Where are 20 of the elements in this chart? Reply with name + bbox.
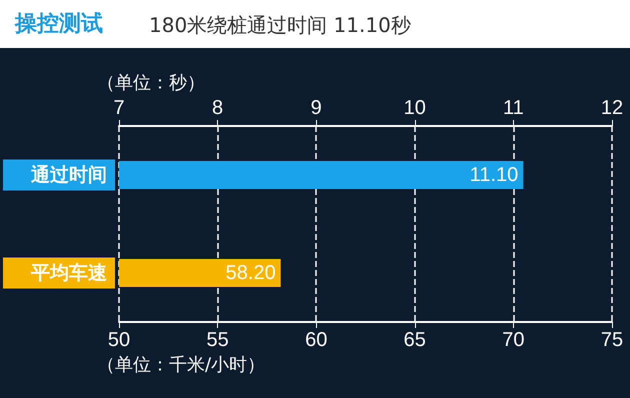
y-tick-label: 平均车速 [30, 262, 107, 284]
x2-tick-label: 7 [113, 97, 125, 119]
x-tick-label: 75 [600, 329, 624, 351]
data-label: 11.10 [470, 164, 518, 186]
x-tick-label: 55 [206, 329, 229, 351]
chart-subtitle: 180米绕桩通过时间 11.10秒 [149, 13, 411, 37]
x2-tick-label: 8 [212, 97, 224, 119]
chart-title: 操控测试 [14, 12, 103, 36]
x-tick-label: 50 [108, 329, 130, 351]
x2-tick-label: 11 [503, 97, 524, 119]
x-tick-label: 60 [305, 329, 328, 351]
x-tick-label: 65 [404, 329, 426, 351]
data-label: 58.20 [226, 262, 276, 284]
x2-tick-label: 10 [404, 97, 426, 119]
x2-tick-label: 9 [310, 97, 322, 119]
x2-tick-label: 12 [600, 97, 624, 119]
y-tick-label: 通过时间 [30, 164, 107, 186]
x2-axis-title: （单位：秒） [97, 72, 205, 94]
x-axis-title: （单位：千米/小时） [97, 354, 266, 376]
x-tick-label: 70 [502, 329, 525, 351]
